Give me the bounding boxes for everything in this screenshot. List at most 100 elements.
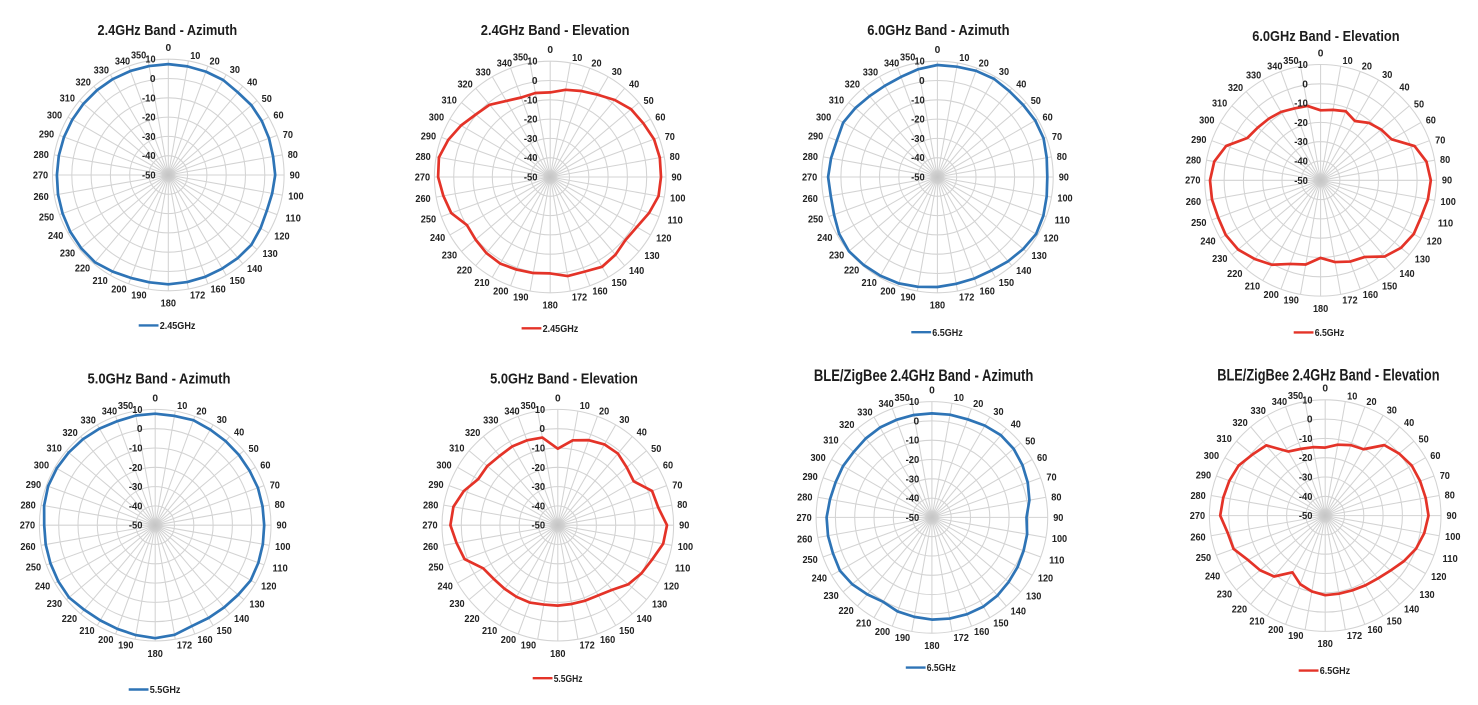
svg-text:-10: -10	[142, 93, 156, 104]
svg-text:220: 220	[457, 266, 473, 277]
svg-text:310: 310	[823, 436, 839, 447]
svg-text:350: 350	[131, 51, 147, 62]
svg-text:90: 90	[1447, 511, 1457, 522]
svg-text:210: 210	[474, 278, 490, 289]
svg-text:-30: -30	[1294, 137, 1308, 148]
svg-text:250: 250	[802, 555, 818, 566]
svg-text:20: 20	[196, 407, 206, 418]
svg-text:340: 340	[497, 58, 513, 69]
svg-text:-20: -20	[911, 115, 925, 126]
svg-text:-20: -20	[142, 113, 156, 124]
svg-text:10: 10	[190, 51, 200, 62]
svg-text:180: 180	[930, 301, 946, 312]
svg-text:0: 0	[547, 45, 553, 56]
svg-text:5.0GHz Band - Azimuth: 5.0GHz Band - Azimuth	[88, 371, 231, 388]
svg-text:-30: -30	[532, 482, 546, 493]
svg-text:290: 290	[808, 132, 824, 143]
svg-text:230: 230	[60, 249, 76, 260]
svg-text:130: 130	[1032, 251, 1048, 262]
svg-text:230: 230	[449, 599, 465, 610]
svg-text:60: 60	[1043, 112, 1053, 123]
svg-text:110: 110	[1438, 219, 1454, 230]
svg-text:290: 290	[1191, 135, 1207, 146]
svg-text:240: 240	[430, 233, 446, 244]
svg-text:210: 210	[482, 626, 498, 637]
svg-text:100: 100	[670, 194, 686, 205]
svg-text:340: 340	[102, 407, 118, 418]
svg-text:240: 240	[817, 233, 833, 244]
svg-text:6.5GHz: 6.5GHz	[932, 327, 962, 339]
svg-text:210: 210	[79, 626, 95, 637]
svg-text:50: 50	[1414, 99, 1424, 110]
svg-text:20: 20	[599, 407, 609, 418]
svg-text:140: 140	[637, 614, 653, 625]
svg-text:260: 260	[1190, 533, 1206, 544]
svg-text:300: 300	[34, 461, 50, 472]
svg-text:230: 230	[1217, 589, 1233, 600]
svg-text:200: 200	[493, 287, 509, 298]
svg-text:80: 80	[275, 500, 285, 511]
svg-text:-50: -50	[1299, 511, 1313, 522]
svg-text:230: 230	[829, 251, 845, 262]
svg-text:70: 70	[283, 130, 293, 141]
svg-text:2.4GHz Band - Elevation: 2.4GHz Band - Elevation	[481, 22, 630, 39]
svg-text:220: 220	[1232, 604, 1248, 615]
svg-text:20: 20	[210, 56, 220, 67]
svg-text:120: 120	[656, 233, 672, 244]
svg-text:-30: -30	[524, 134, 538, 145]
svg-text:-20: -20	[129, 463, 143, 474]
svg-text:90: 90	[672, 172, 682, 183]
svg-text:200: 200	[501, 635, 517, 646]
svg-text:0: 0	[1302, 79, 1308, 90]
svg-text:350: 350	[895, 393, 911, 404]
svg-text:120: 120	[274, 231, 290, 242]
svg-text:0: 0	[539, 424, 545, 435]
svg-text:10: 10	[572, 53, 582, 64]
svg-text:40: 40	[637, 428, 647, 439]
svg-text:150: 150	[619, 626, 635, 637]
svg-text:10: 10	[1343, 56, 1353, 67]
svg-text:100: 100	[1445, 532, 1461, 543]
svg-text:10: 10	[535, 405, 545, 416]
svg-text:0: 0	[150, 74, 156, 85]
svg-text:10: 10	[145, 55, 155, 66]
svg-text:330: 330	[94, 65, 110, 76]
svg-text:30: 30	[619, 415, 629, 426]
svg-text:190: 190	[131, 290, 147, 301]
svg-text:70: 70	[1440, 471, 1450, 482]
svg-text:340: 340	[115, 56, 131, 67]
svg-text:220: 220	[75, 264, 91, 275]
svg-text:-40: -40	[911, 153, 925, 164]
svg-text:40: 40	[629, 79, 639, 90]
svg-text:230: 230	[823, 591, 839, 602]
svg-text:60: 60	[1430, 451, 1440, 462]
svg-text:190: 190	[900, 292, 916, 303]
svg-text:150: 150	[993, 618, 1009, 629]
svg-text:120: 120	[261, 582, 277, 593]
svg-text:30: 30	[999, 67, 1009, 78]
svg-text:320: 320	[1232, 418, 1248, 429]
svg-text:270: 270	[1185, 176, 1201, 187]
svg-text:90: 90	[679, 521, 689, 532]
svg-text:0: 0	[1318, 48, 1324, 59]
svg-text:300: 300	[810, 453, 826, 464]
svg-text:172: 172	[1342, 296, 1358, 307]
svg-text:-50: -50	[911, 173, 925, 184]
svg-text:-40: -40	[142, 151, 156, 162]
svg-text:250: 250	[1191, 218, 1207, 229]
svg-text:260: 260	[803, 194, 819, 205]
svg-text:150: 150	[999, 278, 1015, 289]
svg-text:100: 100	[678, 542, 694, 553]
svg-text:350: 350	[1283, 56, 1299, 67]
svg-text:310: 310	[1212, 99, 1228, 110]
svg-text:20: 20	[979, 58, 989, 69]
svg-text:0: 0	[914, 416, 920, 427]
svg-text:0: 0	[935, 45, 941, 56]
svg-text:10: 10	[954, 393, 964, 404]
svg-text:290: 290	[39, 130, 55, 141]
svg-text:250: 250	[428, 563, 444, 574]
svg-text:290: 290	[428, 480, 444, 491]
svg-text:40: 40	[1016, 79, 1026, 90]
svg-text:190: 190	[513, 292, 529, 303]
svg-text:-10: -10	[524, 95, 538, 106]
